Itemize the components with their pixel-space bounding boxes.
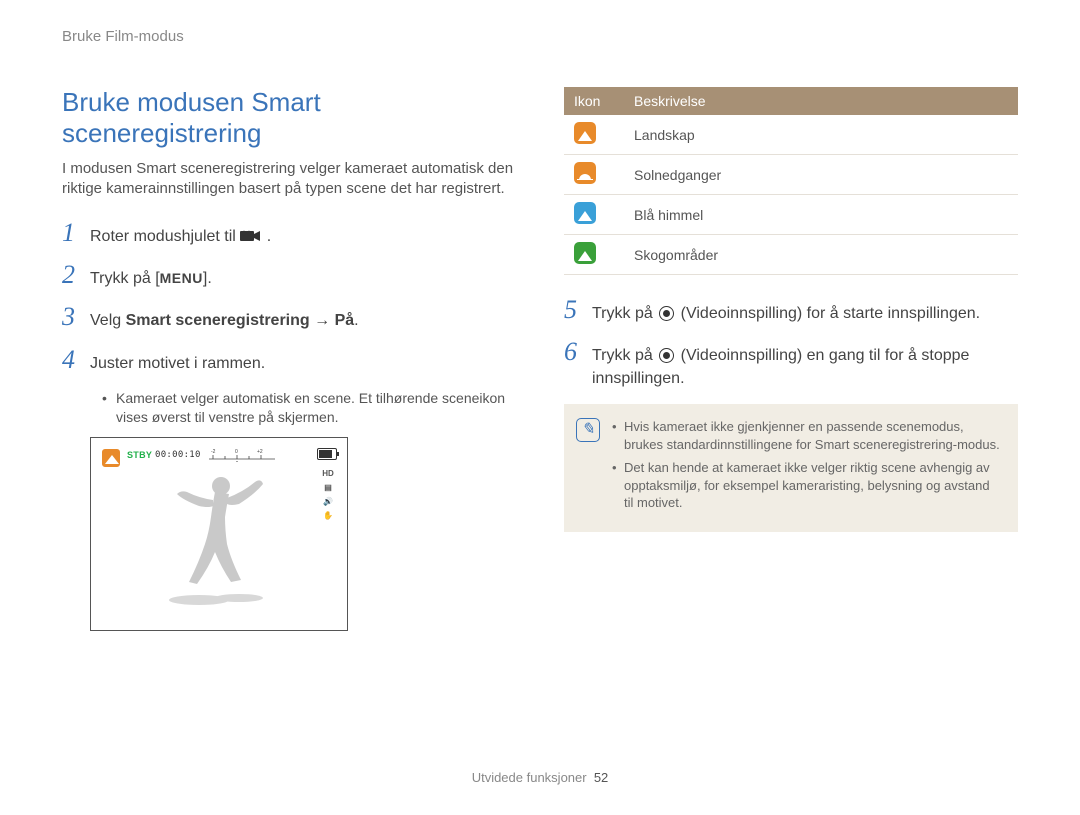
note-box: ✎ •Hvis kameraet ikke gjenkjenner en pas… xyxy=(564,404,1018,532)
arrow: → xyxy=(310,312,335,329)
left-column: Bruke modusen Smart sceneregistrering I … xyxy=(62,87,516,631)
camera-side-icons: HD ▤ 🔊 ✋ xyxy=(319,470,337,520)
step-body: Trykk på [MENU]. xyxy=(90,268,212,290)
sound-icon: 🔊 xyxy=(323,498,333,506)
step-text: . xyxy=(354,312,358,329)
dancer-silhouette xyxy=(159,472,279,612)
page-number: 52 xyxy=(594,770,608,785)
breadcrumb: Bruke Film-modus xyxy=(62,28,1018,45)
scene-icon xyxy=(101,448,121,468)
menu-button-label: MENU xyxy=(160,269,203,289)
scene-icon-table: Ikon Beskrivelse Landskap Solnedganger B… xyxy=(564,87,1018,275)
table-cell: Landskap xyxy=(624,115,1018,155)
table-row: Solnedganger xyxy=(564,155,1018,195)
page-footer: Utvidede funksjoner 52 xyxy=(0,770,1080,785)
step-body: Juster motivet i rammen. xyxy=(90,353,265,375)
right-column: Ikon Beskrivelse Landskap Solnedganger B… xyxy=(564,87,1018,631)
note-item: •Det kan hende at kameraet ikke velger r… xyxy=(612,459,1002,512)
step-text: Trykk på xyxy=(592,347,657,364)
table-header-icon: Ikon xyxy=(564,87,624,115)
intro-text: I modusen Smart sceneregistrering velger… xyxy=(62,159,516,200)
step-body: Trykk på (Videoinnspilling) en gang til … xyxy=(592,345,1018,390)
note-text: Hvis kameraet ikke gjenkjenner en passen… xyxy=(624,418,1002,453)
sub-bullet-text: Kameraet velger automatisk en scene. Et … xyxy=(116,389,516,427)
step-bold: Smart sceneregistrering xyxy=(126,312,310,329)
stabilizer-icon: ✋ xyxy=(323,512,333,520)
bullet-dot: • xyxy=(102,389,116,427)
sub-bullet: • Kameraet velger automatisk en scene. E… xyxy=(102,389,516,427)
note-icon: ✎ xyxy=(576,418,600,442)
table-row: Landskap xyxy=(564,115,1018,155)
step-body: Trykk på (Videoinnspilling) for å starte… xyxy=(592,303,980,325)
step-text: Roter modushjulet til xyxy=(90,228,240,245)
ev-scale-icon: -2 0 +2 xyxy=(207,448,277,462)
forest-scene-icon xyxy=(574,242,596,264)
step-3: 3 Velg Smart sceneregistrering → På. xyxy=(62,304,516,332)
step-number: 2 xyxy=(62,262,90,288)
step-body: Velg Smart sceneregistrering → På. xyxy=(90,310,359,332)
section-heading: Bruke modusen Smart sceneregistrering xyxy=(62,87,516,149)
svg-text:+2: +2 xyxy=(257,449,263,455)
table-cell: Blå himmel xyxy=(624,195,1018,235)
table-cell: Skogområder xyxy=(624,235,1018,275)
step-2: 2 Trykk på [MENU]. xyxy=(62,262,516,290)
note-text: Det kan hende at kameraet ikke velger ri… xyxy=(624,459,1002,512)
record-icon xyxy=(659,348,674,363)
footer-label: Utvidede funksjoner xyxy=(472,770,587,785)
step-1: 1 Roter modushjulet til . xyxy=(62,220,516,248)
camera-preview: STBY 00:00:10 -2 0 +2 HD ▤ 🔊 ✋ xyxy=(90,437,348,631)
camera-screen: STBY 00:00:10 -2 0 +2 HD ▤ 🔊 ✋ xyxy=(97,444,341,624)
table-header-desc: Beskrivelse xyxy=(624,87,1018,115)
step-5: 5 Trykk på (Videoinnspilling) for å star… xyxy=(564,297,1018,325)
step-text: Velg xyxy=(90,312,126,329)
table-row: Blå himmel xyxy=(564,195,1018,235)
stby-label: STBY xyxy=(127,450,152,460)
step-number: 4 xyxy=(62,347,90,373)
svg-text:0: 0 xyxy=(235,449,238,455)
rec-time: 00:00:10 xyxy=(155,450,201,460)
step-number: 3 xyxy=(62,304,90,330)
hd-icon: HD xyxy=(322,470,334,478)
svg-text:-2: -2 xyxy=(211,449,216,455)
record-icon xyxy=(659,306,674,321)
step-text: Trykk på [ xyxy=(90,270,160,287)
sunset-scene-icon xyxy=(574,162,596,184)
table-row: Skogområder xyxy=(564,235,1018,275)
step-text: Trykk på xyxy=(592,305,657,322)
table-cell: Solnedganger xyxy=(624,155,1018,195)
movie-mode-icon xyxy=(240,229,262,243)
step-4: 4 Juster motivet i rammen. xyxy=(62,347,516,375)
step-bold: På xyxy=(335,312,355,329)
battery-icon xyxy=(317,448,337,460)
quality-icon: ▤ xyxy=(324,484,332,492)
note-item: •Hvis kameraet ikke gjenkjenner en passe… xyxy=(612,418,1002,453)
landscape-scene-icon xyxy=(574,122,596,144)
step-text: ]. xyxy=(203,270,212,287)
step-text: (Videoinnspilling) for å starte innspill… xyxy=(676,305,980,322)
step-number: 5 xyxy=(564,297,592,323)
bluesky-scene-icon xyxy=(574,202,596,224)
step-number: 6 xyxy=(564,339,592,365)
step-body: Roter modushjulet til . xyxy=(90,226,271,248)
step-number: 1 xyxy=(62,220,90,246)
step-6: 6 Trykk på (Videoinnspilling) en gang ti… xyxy=(564,339,1018,390)
